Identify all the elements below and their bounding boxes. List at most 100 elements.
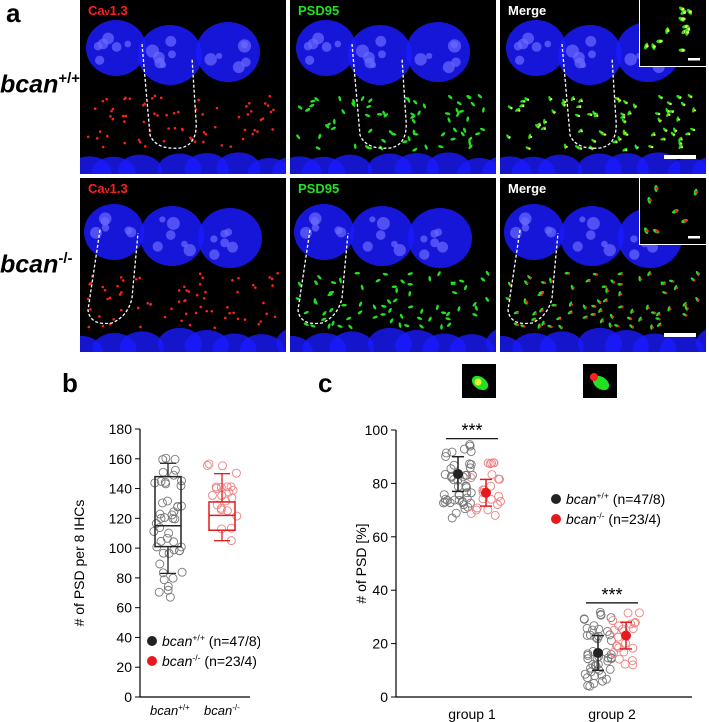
data-point-c xyxy=(440,470,450,479)
x-category-label-b: bcan-/- xyxy=(204,703,240,718)
y-tick-label-b: 60 xyxy=(116,600,132,616)
data-point-c xyxy=(447,513,457,523)
data-point-c xyxy=(487,458,497,468)
merge-inset xyxy=(639,178,706,245)
data-point-c xyxy=(609,648,619,657)
data-point-c xyxy=(588,625,597,635)
data-point-c xyxy=(579,614,589,624)
data-point-c xyxy=(595,607,605,617)
data-point-b xyxy=(224,487,234,497)
data-point-b xyxy=(168,514,178,523)
legend-label-c: bcan+/+ (n=47/8) xyxy=(566,491,665,507)
x-category-label-c: group 1 xyxy=(448,706,496,722)
data-point-c xyxy=(494,474,503,484)
data-point-b xyxy=(218,461,227,471)
data-point-c xyxy=(496,496,505,506)
row-label-wt: bcan+/+ xyxy=(0,70,81,99)
channel-label: Merge xyxy=(508,3,547,18)
synapse-example-image xyxy=(583,364,617,398)
y-tick-label-b: 20 xyxy=(116,659,132,675)
channel-label: Cav1.3 xyxy=(88,3,128,18)
data-point-c xyxy=(597,676,607,686)
micrograph-r0-c2: Merge xyxy=(500,0,706,174)
data-point-b xyxy=(158,467,168,477)
y-tick-label-c: 80 xyxy=(372,475,388,491)
data-point-c xyxy=(608,616,618,626)
data-point-c xyxy=(589,621,599,631)
data-point-c xyxy=(490,510,500,520)
y-tick-label-b: 160 xyxy=(109,451,133,467)
significance-label-c: *** xyxy=(601,585,622,605)
channel-label: Merge xyxy=(508,181,547,196)
legend-marker-b xyxy=(147,636,157,646)
data-point-b xyxy=(156,536,166,546)
data-point-c xyxy=(441,494,450,504)
y-tick-label-b: 180 xyxy=(109,421,133,437)
data-point-c xyxy=(628,624,638,634)
y-tick-label-c: 100 xyxy=(365,422,389,438)
micrograph-r1-c2: Merge xyxy=(500,178,706,352)
significance-label-c: *** xyxy=(461,421,482,441)
data-point-c xyxy=(441,452,451,461)
data-point-c xyxy=(462,488,472,498)
data-point-c xyxy=(489,458,499,468)
data-point-b xyxy=(216,503,226,513)
data-point-b xyxy=(155,509,165,519)
data-point-b xyxy=(170,465,180,475)
data-point-c xyxy=(471,505,481,515)
data-point-c xyxy=(582,630,592,640)
data-point-b xyxy=(156,513,166,523)
data-point-b xyxy=(161,453,171,463)
data-point-b xyxy=(228,485,238,495)
data-point-c xyxy=(466,447,476,457)
data-point-b xyxy=(159,575,169,585)
data-point-c xyxy=(466,473,476,483)
data-point-c xyxy=(487,470,497,479)
row-label-ko: bcan-/- xyxy=(0,250,73,279)
data-point-c xyxy=(440,497,450,507)
panel-letter-a: a xyxy=(6,0,21,28)
data-point-c xyxy=(619,647,629,657)
data-point-c xyxy=(591,632,601,642)
data-point-b xyxy=(177,567,187,577)
data-point-c xyxy=(614,643,624,653)
data-point-c xyxy=(583,654,593,664)
micrograph-r0-c1: PSD95 xyxy=(290,0,496,174)
legend-label-b: bcan+/+ (n=47/8) xyxy=(162,633,260,649)
data-point-c xyxy=(439,490,449,500)
data-point-c xyxy=(485,459,495,469)
data-point-b xyxy=(155,559,165,569)
data-point-c xyxy=(493,500,502,510)
y-axis-label-b: # of PSD per 8 IHCs xyxy=(71,500,87,627)
data-point-b xyxy=(163,581,173,591)
data-point-c xyxy=(602,626,612,636)
data-point-b xyxy=(169,470,179,480)
y-tick-label-b: 80 xyxy=(116,570,132,586)
data-point-c xyxy=(459,500,469,510)
data-point-c xyxy=(583,651,593,660)
micrograph-r1-c1: PSD95 xyxy=(290,178,496,352)
y-tick-label-b: 0 xyxy=(124,689,132,705)
data-point-b xyxy=(168,573,178,583)
legend-marker-c xyxy=(551,514,561,524)
y-tick-label-b: 40 xyxy=(116,629,132,645)
data-point-b xyxy=(163,585,173,595)
data-point-b xyxy=(211,482,221,492)
data-point-b xyxy=(207,490,217,500)
data-point-b xyxy=(167,510,177,520)
y-tick-label-b: 100 xyxy=(109,540,133,556)
legend-marker-b xyxy=(147,656,157,666)
data-point-b xyxy=(165,592,175,602)
data-point-c xyxy=(630,618,640,628)
legend-label-c: bcan-/- (n=23/4) xyxy=(566,511,661,527)
chart-b-boxplot: 0 20 40 60 80 100 120 140 160 180 # of PSD per 8 I… xyxy=(71,421,260,718)
data-point-c xyxy=(449,460,459,470)
panel-letter-b: b xyxy=(62,368,78,398)
data-point-b xyxy=(163,496,173,506)
channel-label: Cav1.3 xyxy=(88,181,128,196)
data-point-c xyxy=(461,481,471,491)
data-point-b xyxy=(154,587,164,597)
y-tick-label-c: 60 xyxy=(372,529,388,545)
data-point-c xyxy=(627,656,637,666)
data-point-c xyxy=(586,663,596,673)
